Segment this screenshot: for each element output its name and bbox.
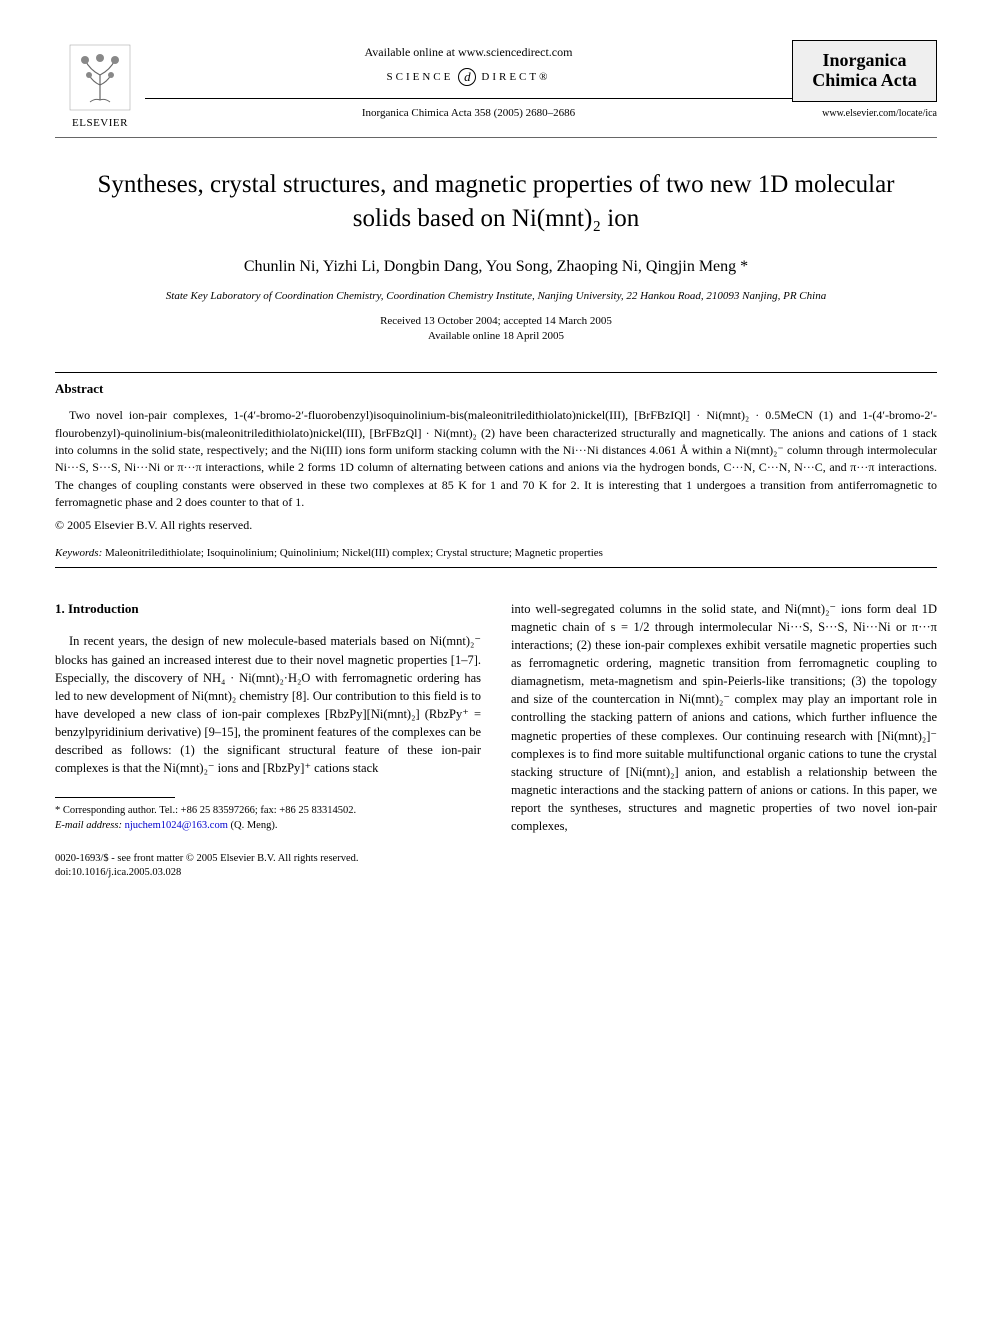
journal-name-line1: Inorganica — [807, 51, 922, 71]
email-attribution: (Q. Meng). — [228, 820, 278, 831]
sd-left: SCIENCE — [387, 71, 454, 83]
abstract-body: Two novel ion-pair complexes, 1-(4′-brom… — [55, 407, 937, 511]
journal-name-line2: Chimica Acta — [807, 71, 922, 91]
publisher-logo-block: ELSEVIER — [55, 40, 145, 129]
masthead: ELSEVIER Available online at www.science… — [55, 40, 937, 129]
left-column: 1. Introduction In recent years, the des… — [55, 600, 481, 881]
introduction-heading: 1. Introduction — [55, 600, 481, 619]
footnote-separator — [55, 797, 175, 798]
elsevier-tree-icon — [65, 40, 135, 115]
journal-reference: Inorganica Chimica Acta 358 (2005) 2680–… — [145, 107, 792, 119]
journal-url: www.elsevier.com/locate/ica — [792, 108, 937, 119]
online-date: Available online 18 April 2005 — [55, 329, 937, 344]
email-link[interactable]: njuchem1024@163.com — [125, 820, 228, 831]
header-bottom-rule — [55, 137, 937, 138]
received-accepted-date: Received 13 October 2004; accepted 14 Ma… — [55, 314, 937, 329]
front-matter-line: 0020-1693/$ - see front matter © 2005 El… — [55, 852, 481, 866]
abstract-bottom-rule — [55, 567, 937, 568]
affiliation: State Key Laboratory of Coordination Che… — [55, 290, 937, 302]
journal-box-wrapper: Inorganica Chimica Acta www.elsevier.com… — [792, 40, 937, 119]
publisher-name: ELSEVIER — [72, 117, 128, 129]
abstract-copyright: © 2005 Elsevier B.V. All rights reserved… — [55, 518, 937, 533]
sd-right: DIRECT® — [481, 71, 550, 83]
keywords-text: Maleonitriledithiolate; Isoquinolinium; … — [102, 547, 603, 559]
right-column: into well-segregated columns in the soli… — [511, 600, 937, 881]
corresponding-author-footnote: * Corresponding author. Tel.: +86 25 835… — [55, 804, 481, 819]
article-dates: Received 13 October 2004; accepted 14 Ma… — [55, 314, 937, 345]
keywords-line: Keywords: Maleonitriledithiolate; Isoqui… — [55, 547, 937, 559]
body-columns: 1. Introduction In recent years, the des… — [55, 600, 937, 881]
article-title: Syntheses, crystal structures, and magne… — [75, 168, 917, 236]
abstract-top-rule — [55, 372, 937, 373]
email-label: E-mail address: — [55, 820, 122, 831]
abstract-heading: Abstract — [55, 381, 937, 397]
email-footnote: E-mail address: njuchem1024@163.com (Q. … — [55, 819, 481, 834]
sciencedirect-icon: d — [458, 68, 476, 86]
journal-title-box: Inorganica Chimica Acta — [792, 40, 937, 102]
sciencedirect-wordmark: SCIENCE d DIRECT® — [145, 68, 792, 86]
header-divider — [145, 98, 792, 99]
intro-paragraph-left: In recent years, the design of new molec… — [55, 632, 481, 777]
keywords-label: Keywords: — [55, 547, 102, 559]
intro-paragraph-right: into well-segregated columns in the soli… — [511, 600, 937, 836]
doi-line: doi:10.1016/j.ica.2005.03.028 — [55, 866, 481, 880]
author-list: Chunlin Ni, Yizhi Li, Dongbin Dang, You … — [55, 258, 937, 276]
footer-copyright: 0020-1693/$ - see front matter © 2005 El… — [55, 852, 481, 880]
available-online-text: Available online at www.sciencedirect.co… — [145, 45, 792, 60]
center-header: Available online at www.sciencedirect.co… — [145, 40, 792, 119]
